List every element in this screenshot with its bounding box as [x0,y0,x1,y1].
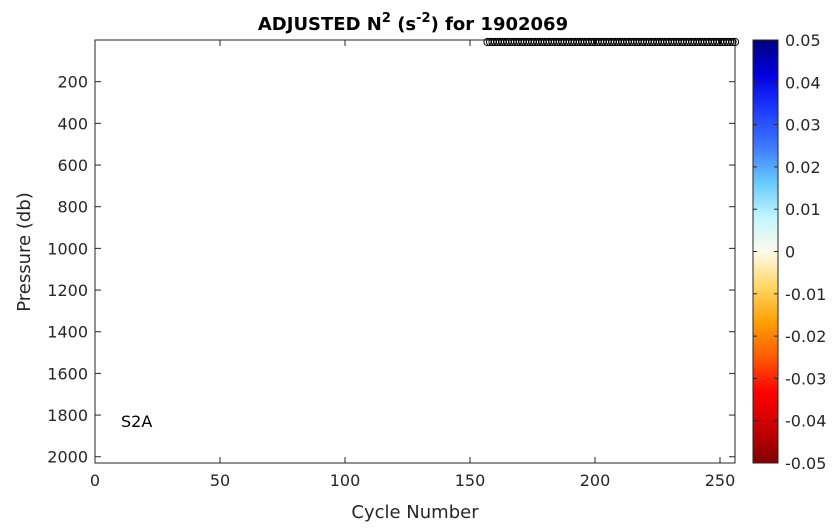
y-tick-label: 400 [57,114,88,133]
colorbar-tick-label: -0.01 [785,285,826,304]
x-tick-label: 250 [705,471,736,490]
y-tick-label: 1800 [47,406,88,425]
x-tick-label: 50 [210,471,230,490]
x-axis-label: Cycle Number [351,502,479,523]
y-tick-label: 800 [57,198,88,217]
title-mid: (s [391,14,416,35]
colorbar-tick-label: 0.04 [785,73,821,92]
y-tick-label: 1200 [47,281,88,300]
data-point [725,37,735,47]
colorbar-tick-label: -0.03 [785,369,826,388]
y-axis: 200 400 600 800 1000 1200 1400 1600 1800 2000 [47,73,735,467]
title-sup-2: -2 [416,11,430,26]
title-suffix: ) for 1902069 [431,14,569,35]
data-point [728,37,737,47]
y-tick-label: 600 [57,156,88,175]
profile-annotation: S2A [121,412,152,431]
y-tick-label: 2000 [47,448,88,467]
y-tick-label: 1400 [47,323,88,342]
y-tick-label: 200 [57,73,88,92]
plot-area [94,39,736,464]
colorbar [752,39,779,464]
colorbar-tick-label: 0.02 [785,158,821,177]
y-axis-label: Pressure (db) [14,192,35,311]
colorbar-tick-label: 0 [785,243,795,262]
colorbar-tick-label: -0.05 [785,454,826,473]
title-prefix: ADJUSTED N [258,14,382,35]
x-axis: 0 50 100 150 200 250 [90,40,735,490]
y-tick-label: 1600 [47,364,88,383]
colorbar-tick-label: 0.03 [785,116,821,135]
x-tick-label: 200 [580,471,611,490]
x-tick-label: 100 [330,471,361,490]
x-tick-label: 150 [455,471,486,490]
colorbar-tick-label: 0.05 [785,31,821,50]
data-points [483,37,740,47]
colorbar-tick-label: -0.02 [785,327,826,346]
colorbar-tick-label: -0.04 [785,412,826,431]
chart-title: ADJUSTED N2 (s-2) for 1902069 [258,11,568,35]
data-point [730,37,740,47]
y-tick-label: 1000 [47,239,88,258]
title-sup-1: 2 [382,11,391,26]
colorbar-axis: 0.05 0.04 0.03 0.02 0.01 0 -0.01 -0.02 -0.03 -0.0… [753,31,826,473]
colorbar-tick-label: 0.01 [785,200,821,219]
x-tick-label: 0 [90,471,100,490]
